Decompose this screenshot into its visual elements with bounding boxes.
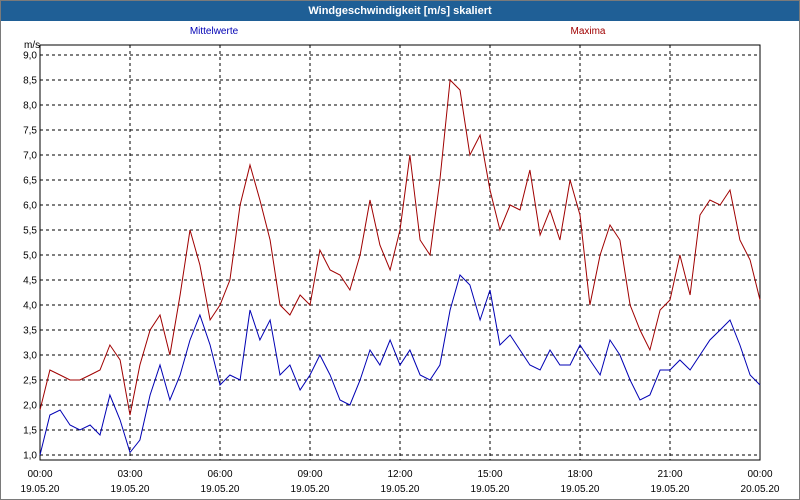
x-tick-date: 19.05.20 bbox=[381, 484, 420, 495]
y-axis-ticks: 1,0 1,5 2,0 2,5 3,0 3,5 4,0 4,5 5,0 5,5 6,0 6,5 7,0 7… bbox=[23, 51, 37, 462]
x-tick-time: 06:00 bbox=[207, 469, 232, 480]
grid-lines bbox=[40, 45, 760, 460]
x-tick-time: 03:00 bbox=[117, 469, 142, 480]
y-tick-label: 2,5 bbox=[23, 376, 37, 387]
x-tick-time: 00:00 bbox=[27, 469, 52, 480]
y-axis-unit: m/s bbox=[24, 40, 40, 51]
plot-background bbox=[39, 44, 761, 461]
series-lines bbox=[39, 78, 761, 456]
x-tick-time: 15:00 bbox=[477, 469, 502, 480]
y-tick-label: 9,0 bbox=[23, 51, 37, 62]
x-tick-date: 19.05.20 bbox=[471, 484, 510, 495]
y-tick-label: 4,5 bbox=[23, 276, 37, 287]
x-tick-date: 19.05.20 bbox=[651, 484, 690, 495]
y-tick-label: 6,5 bbox=[23, 176, 37, 187]
legend-mittelwerte: Mittelwerte bbox=[190, 26, 239, 37]
x-tick-time: 21:00 bbox=[657, 469, 682, 480]
y-tick-label: 5,0 bbox=[23, 251, 37, 262]
x-axis-ticks: 00:00 19.05.20 03:00 19.05.20 06:00 19.05.20 0… bbox=[21, 469, 780, 495]
y-tick-label: 6,0 bbox=[23, 201, 37, 212]
x-tick-date: 19.05.20 bbox=[111, 484, 150, 495]
x-tick-time: 18:00 bbox=[567, 469, 592, 480]
y-tick-label: 4,0 bbox=[23, 301, 37, 312]
x-tick-date: 20.05.20 bbox=[741, 484, 780, 495]
x-tick-date: 19.05.20 bbox=[561, 484, 600, 495]
series-line-mittelwerte bbox=[39, 274, 761, 456]
y-tick-label: 7,0 bbox=[23, 151, 37, 162]
y-tick-label: 8,5 bbox=[23, 76, 37, 87]
y-tick-label: 1,5 bbox=[23, 426, 37, 437]
y-tick-label: 2,0 bbox=[23, 401, 37, 412]
series-line-maxima bbox=[39, 78, 761, 416]
y-tick-label: 7,5 bbox=[23, 126, 37, 137]
y-tick-label: 8,0 bbox=[23, 101, 37, 112]
x-tick-date: 19.05.20 bbox=[201, 484, 240, 495]
x-tick-date: 19.05.20 bbox=[21, 484, 60, 495]
x-tick-time: 12:00 bbox=[387, 469, 412, 480]
y-tick-label: 1,0 bbox=[23, 451, 37, 462]
y-tick-label: 3,0 bbox=[23, 351, 37, 362]
x-tick-date: 19.05.20 bbox=[291, 484, 330, 495]
chart-title: Windgeschwindigkeit [m/s] skaliert bbox=[1, 1, 799, 21]
legend-maxima: Maxima bbox=[570, 26, 605, 37]
x-tick-time: 00:00 bbox=[747, 469, 772, 480]
y-tick-label: 3,5 bbox=[23, 326, 37, 337]
x-tick-time: 09:00 bbox=[297, 469, 322, 480]
y-tick-label: 5,5 bbox=[23, 226, 37, 237]
